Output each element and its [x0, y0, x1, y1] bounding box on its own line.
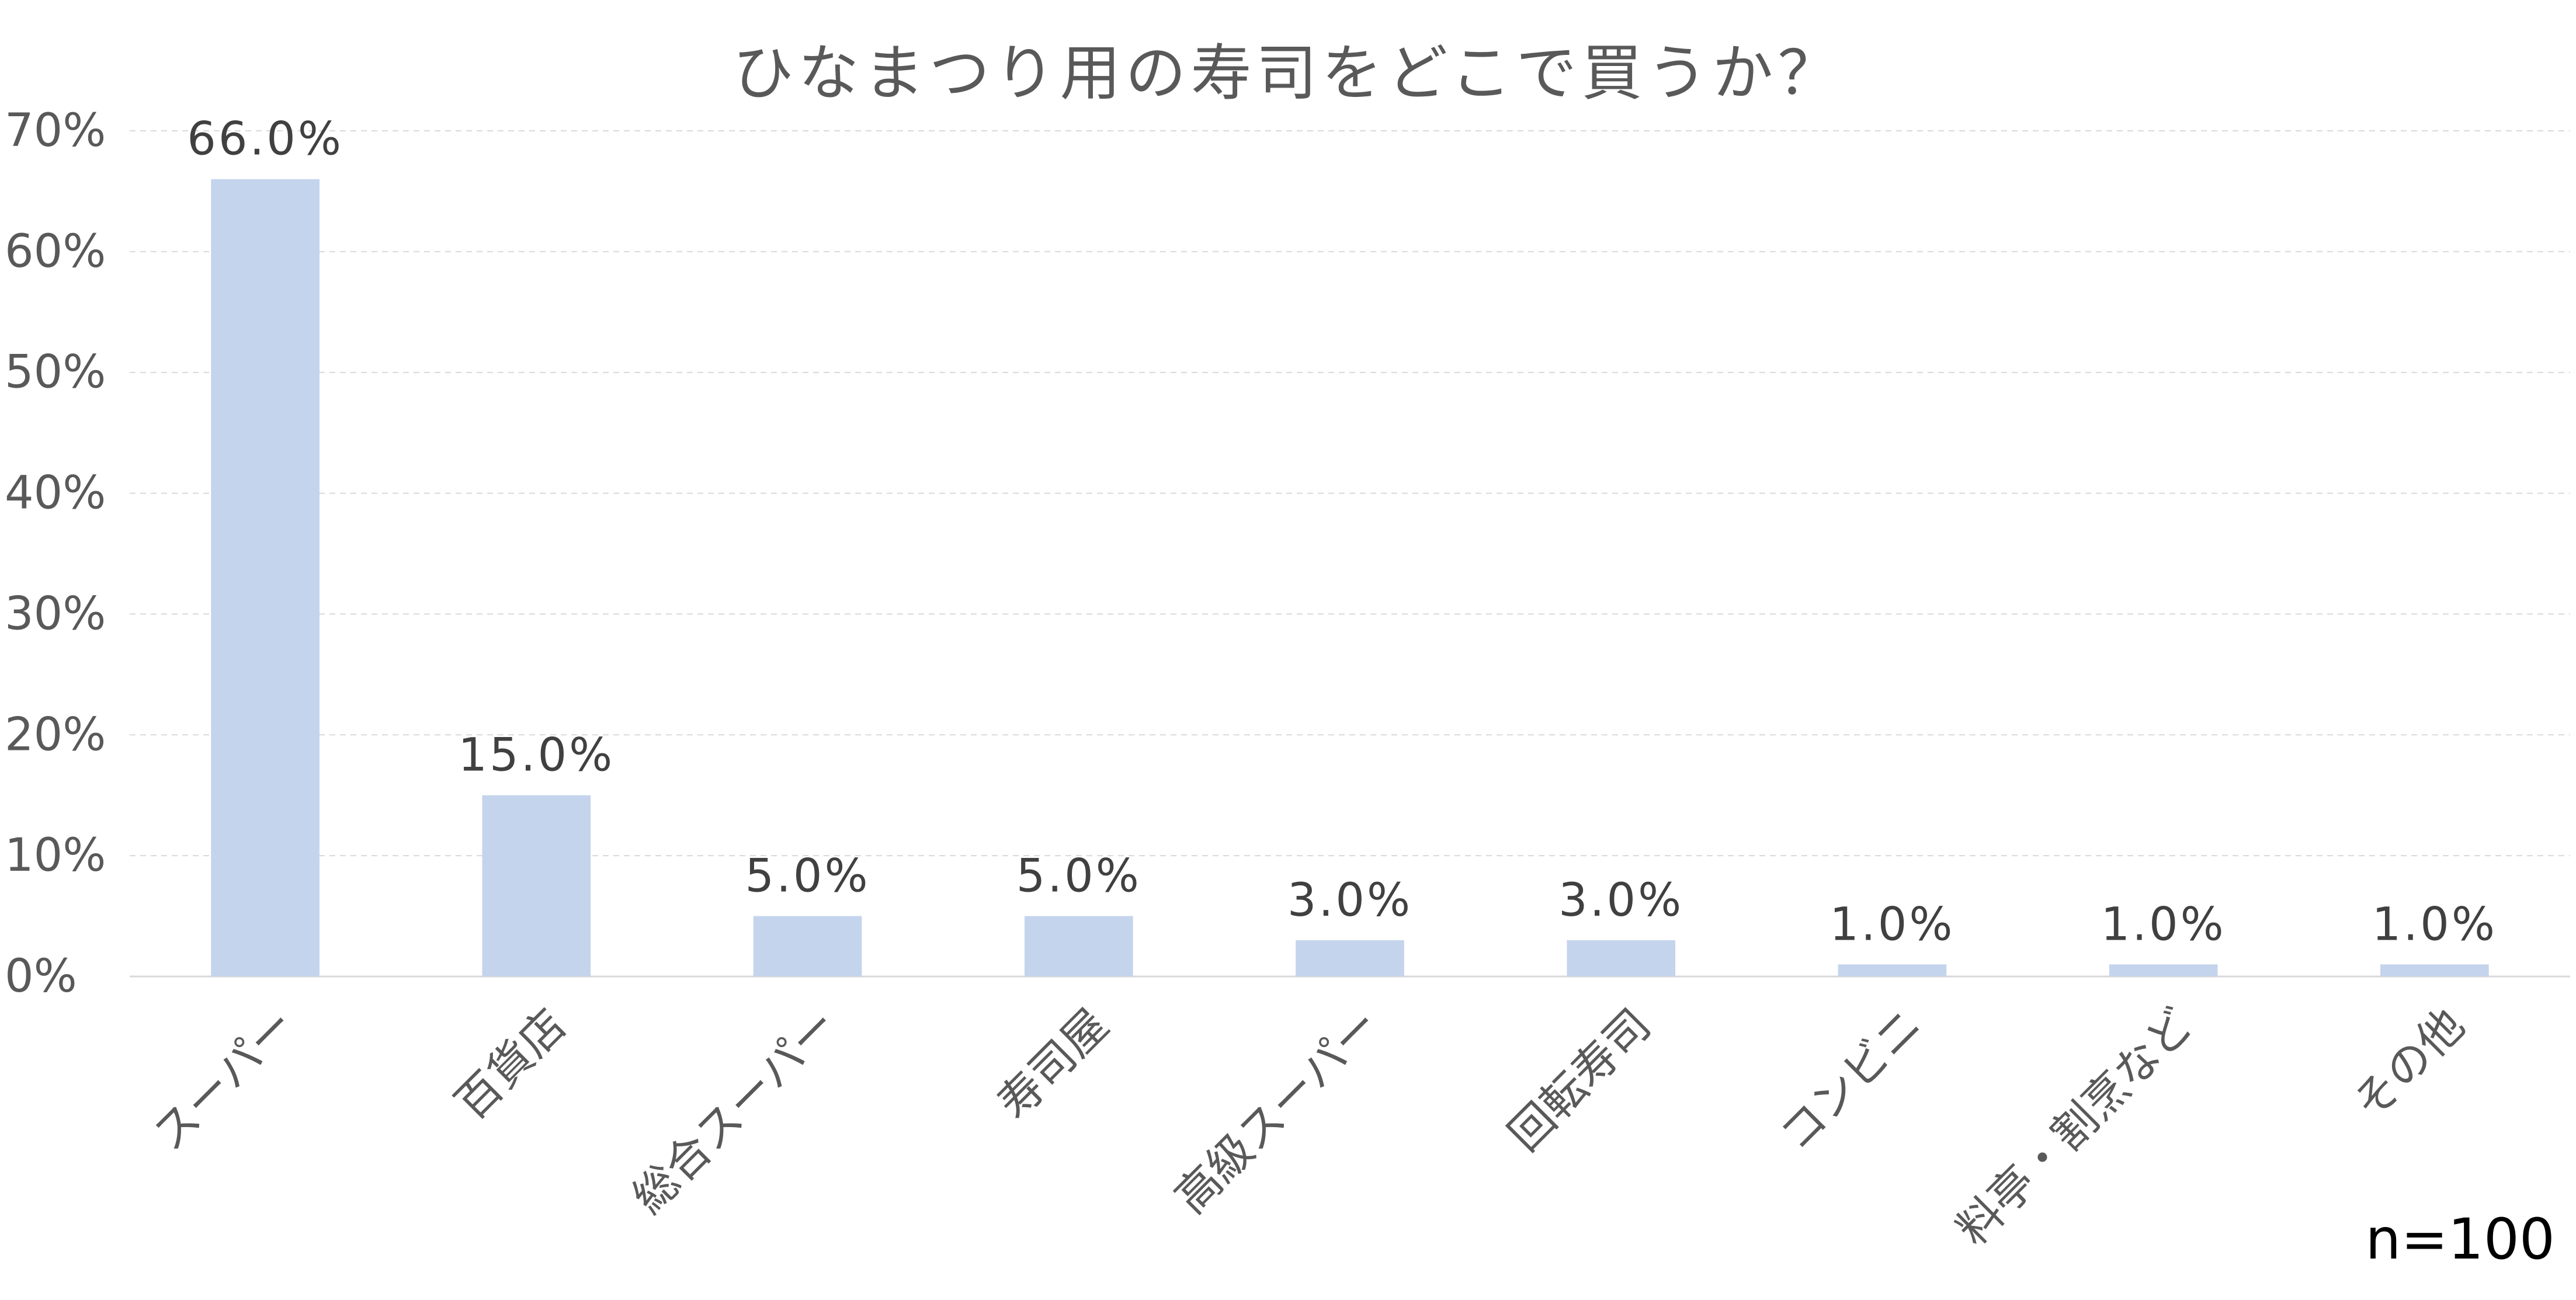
bar — [1838, 964, 1947, 976]
data-label: 5.0% — [1016, 850, 1141, 903]
bar — [1296, 940, 1404, 976]
bar — [482, 795, 591, 976]
x-tick-label: 百貨店 — [445, 999, 576, 1129]
y-tick-label: 20% — [5, 708, 106, 761]
y-tick-label: 50% — [5, 346, 106, 399]
bar — [2380, 964, 2489, 976]
data-label: 3.0% — [1287, 874, 1412, 927]
x-tick-label: 回転寿司 — [1498, 999, 1661, 1161]
bar — [2109, 964, 2218, 976]
bar — [753, 916, 862, 976]
x-tick-label: その他 — [2343, 999, 2474, 1129]
x-tick-label: 料亭・割烹など — [1946, 999, 2203, 1255]
data-label: 15.0% — [458, 729, 615, 782]
x-tick-label: 総合スーパー — [622, 999, 847, 1223]
y-tick-label: 40% — [5, 467, 106, 520]
y-tick-label: 60% — [5, 225, 106, 278]
y-axis: 0% 10% 20% 30% 40% 50% 60% 70% — [5, 105, 106, 1003]
data-label: 1.0% — [2101, 898, 2226, 951]
y-tick-label: 0% — [5, 950, 77, 1003]
bars — [211, 179, 2489, 976]
sample-size-note: n=100 — [2365, 1207, 2555, 1272]
y-tick-label: 10% — [5, 829, 106, 882]
data-label: 3.0% — [1558, 874, 1683, 927]
data-label: 1.0% — [2372, 898, 2497, 951]
data-label: 5.0% — [745, 850, 870, 903]
x-tick-label: スーパー — [143, 999, 304, 1160]
x-tick-label: 高級スーパー — [1165, 999, 1390, 1223]
bar — [1567, 940, 1676, 976]
y-tick-label: 30% — [5, 588, 106, 640]
bar — [211, 179, 320, 976]
x-axis: スーパー 百貨店 総合スーパー 寿司屋 高級スーパー 回転寿司 コンビニ 料亭・割烹など その他 — [143, 999, 2474, 1255]
bar — [1024, 916, 1133, 976]
x-tick-label: コンビニ — [1769, 999, 1932, 1161]
data-label: 66.0% — [187, 113, 343, 166]
chart-title: ひなまつり用の寿司をどこで買うか？ — [732, 37, 1844, 109]
y-tick-label: 70% — [5, 105, 106, 157]
data-labels: 66.0% 15.0% 5.0% 5.0% 3.0% 3.0% 1.0% 1.0% 1.0% — [187, 113, 2497, 951]
x-tick-label: 寿司屋 — [987, 999, 1118, 1129]
data-label: 1.0% — [1829, 898, 1954, 951]
